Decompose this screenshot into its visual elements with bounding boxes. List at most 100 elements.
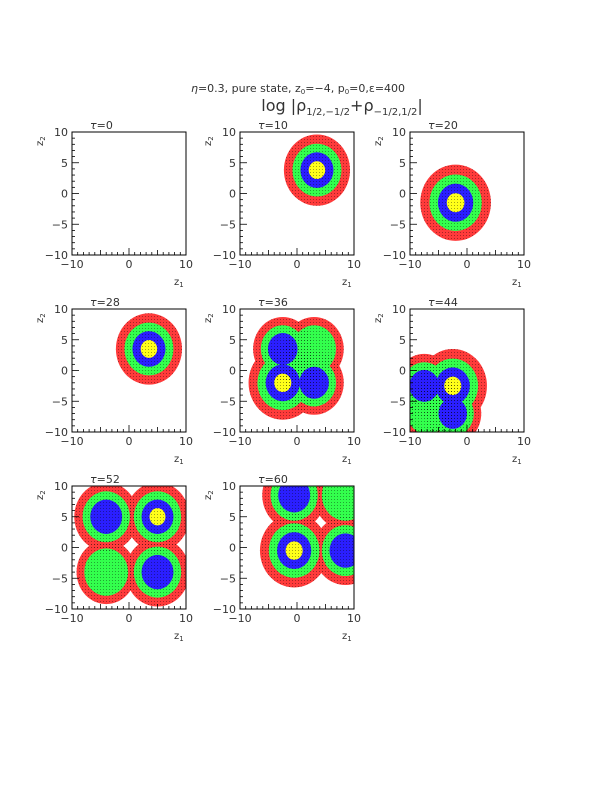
x-tick-label: 10 xyxy=(347,612,361,625)
texture-blob-4 xyxy=(313,516,354,586)
title-subscript-1: 1/2,−1/2 xyxy=(306,107,350,118)
y-tick-label: −5 xyxy=(390,218,406,231)
y-axis-label: z2 xyxy=(35,490,47,500)
p0-subscript: 0 xyxy=(345,88,349,96)
y-tick-label: 10 xyxy=(392,126,406,139)
plot-area xyxy=(420,164,491,241)
x-tick-label: −10 xyxy=(228,435,251,448)
title-bar: | xyxy=(417,96,422,115)
x-tick-label: 10 xyxy=(179,258,193,271)
x-tick-label: 0 xyxy=(126,435,133,448)
x-axis-label: z1 xyxy=(342,631,352,643)
y-tick-label: 0 xyxy=(229,542,236,555)
x-tick-label: 0 xyxy=(294,258,301,271)
z0-subscript: 0 xyxy=(301,88,305,96)
y-tick-label: 10 xyxy=(222,303,236,316)
panel-6: −10 0 10 10 5 0 −5 −10 z1 z2 τ=44 xyxy=(373,296,531,466)
title-log-rho: log |ρ xyxy=(261,96,306,115)
y-axis-label: z2 xyxy=(203,490,215,500)
y-tick-label: 0 xyxy=(399,365,406,378)
x-axis-label: z1 xyxy=(512,454,522,466)
plot-area xyxy=(410,348,487,432)
x-tick-label: −10 xyxy=(60,258,83,271)
y-tick-label: −10 xyxy=(383,426,406,439)
y-tick-label: −5 xyxy=(220,572,236,585)
x-tick-label: −10 xyxy=(60,612,83,625)
y-tick-label: 0 xyxy=(229,188,236,201)
x-tick-label: 0 xyxy=(126,258,133,271)
panel-8: −10 0 10 10 5 0 −5 −10 z1 z2 τ=60 xyxy=(203,473,361,643)
texture-blob-1 xyxy=(420,164,491,241)
texture-blob-4 xyxy=(284,350,344,415)
y-tick-label: −10 xyxy=(45,426,68,439)
x-tick-label: 10 xyxy=(347,435,361,448)
y-tick-label: 10 xyxy=(54,303,68,316)
y-tick-label: −5 xyxy=(52,218,68,231)
y-tick-label: 10 xyxy=(54,480,68,493)
x-tick-label: 0 xyxy=(294,435,301,448)
y-tick-label: −10 xyxy=(213,426,236,439)
texture-blob-2 xyxy=(262,486,327,530)
y-tick-label: 5 xyxy=(399,157,406,170)
y-tick-label: 0 xyxy=(61,365,68,378)
x-tick-label: −10 xyxy=(60,435,83,448)
x-tick-label: 10 xyxy=(517,435,531,448)
x-tick-label: −10 xyxy=(228,612,251,625)
panel-grid: −10 0 10 10 5 0 −5 −10 z1 z2 τ=0 −10 0 10 10 5 0 −5 −10 z1 z… xyxy=(35,119,531,643)
x-tick-label: 10 xyxy=(179,435,193,448)
y-tick-label: 5 xyxy=(229,511,236,524)
x-tick-label: 10 xyxy=(179,612,193,625)
title-subscript-2: −1/2,1/2 xyxy=(374,107,418,118)
figure-title: log |ρ1/2,−1/2+ρ−1/2,1/2| xyxy=(261,96,422,118)
y-tick-label: 5 xyxy=(229,334,236,347)
y-tick-label: −10 xyxy=(45,603,68,616)
panel-3: −10 0 10 10 5 0 −5 −10 z1 z2 τ=20 xyxy=(373,119,531,289)
y-tick-label: 5 xyxy=(61,511,68,524)
y-tick-label: −5 xyxy=(220,218,236,231)
y-tick-label: −10 xyxy=(213,603,236,616)
x-tick-label: 0 xyxy=(294,612,301,625)
y-tick-label: 5 xyxy=(61,334,68,347)
parameters-text-b: =−4, p xyxy=(305,82,344,95)
x-tick-label: 0 xyxy=(464,258,471,271)
texture-blob-1 xyxy=(283,134,351,206)
texture-blob-3 xyxy=(76,540,136,605)
x-tick-label: −10 xyxy=(398,258,421,271)
texture-blob-4 xyxy=(410,385,454,432)
y-tick-label: −10 xyxy=(213,249,236,262)
texture-blob-2 xyxy=(125,486,186,552)
texture-blob-4 xyxy=(125,537,186,607)
y-tick-label: −5 xyxy=(52,395,68,408)
y-axis-label: z2 xyxy=(35,313,47,323)
y-tick-label: −5 xyxy=(220,395,236,408)
y-tick-label: −10 xyxy=(45,249,68,262)
y-tick-label: 0 xyxy=(229,365,236,378)
tau-label: τ=60 xyxy=(258,473,288,486)
plot-frame xyxy=(71,131,187,256)
tau-label: τ=20 xyxy=(428,119,458,132)
y-tick-label: 10 xyxy=(54,126,68,139)
y-axis-label: z2 xyxy=(373,136,385,146)
x-axis-label: z1 xyxy=(342,277,352,289)
x-tick-label: 10 xyxy=(517,258,531,271)
panel-1: −10 0 10 10 5 0 −5 −10 z1 z2 τ=0 xyxy=(35,119,193,289)
y-tick-label: 5 xyxy=(61,157,68,170)
texture-blob-1 xyxy=(74,486,139,552)
x-tick-label: −10 xyxy=(228,258,251,271)
y-tick-label: 0 xyxy=(61,188,68,201)
texture-blob-1 xyxy=(115,313,183,385)
eta-symbol: η xyxy=(191,82,198,95)
panel-7: −10 0 10 10 5 0 −5 −10 z1 z2 τ=52 xyxy=(35,473,193,643)
y-axis-label: z2 xyxy=(35,136,47,146)
title-plus-rho: +ρ xyxy=(350,96,374,115)
x-axis-label: z1 xyxy=(174,631,184,643)
y-tick-label: 0 xyxy=(399,188,406,201)
plot-area xyxy=(259,486,354,588)
parameters-line: η=0.3, pure state, z0=−4, p0=0,ε=400 xyxy=(191,82,405,96)
tau-label: τ=52 xyxy=(90,473,120,486)
plot-area xyxy=(248,316,344,420)
tau-label: τ=10 xyxy=(258,119,288,132)
panel-2: −10 0 10 10 5 0 −5 −10 z1 z2 τ=10 xyxy=(203,119,361,289)
parameters-text-c: =0,ε=400 xyxy=(349,82,405,95)
y-tick-label: 10 xyxy=(222,126,236,139)
